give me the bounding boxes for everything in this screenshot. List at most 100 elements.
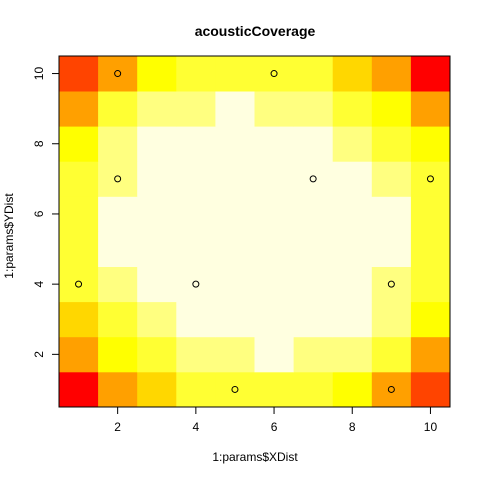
heatmap-cell xyxy=(371,196,412,232)
heatmap-cell xyxy=(371,56,412,92)
heatmap-cell xyxy=(137,161,177,197)
sensor-point xyxy=(426,175,434,183)
heatmap-cell xyxy=(176,196,216,232)
heatmap-cell xyxy=(254,301,294,338)
heatmap-cell xyxy=(254,161,294,197)
x-axis: 2 4 6 8 10 xyxy=(114,406,438,434)
heatmap-cell xyxy=(98,231,138,267)
y-tick-label: 4 xyxy=(32,280,46,287)
heatmap-cell xyxy=(215,56,255,92)
heatmap-cell xyxy=(98,126,138,162)
heatmap-cell xyxy=(293,161,334,197)
heatmap-cell xyxy=(410,371,451,408)
y-tick-label: 2 xyxy=(32,351,46,358)
sensor-point xyxy=(192,280,200,288)
sensor-point xyxy=(75,280,83,288)
heatmap-cell xyxy=(410,56,451,92)
sensor-point xyxy=(270,70,278,78)
chart-title: acousticCoverage xyxy=(195,23,316,39)
heatmap-cells xyxy=(59,56,451,408)
heatmap-cell xyxy=(176,161,216,197)
heatmap-cell xyxy=(215,371,255,408)
y-axis: 2 4 6 8 10 xyxy=(32,67,60,358)
heatmap-cell xyxy=(410,161,451,197)
heatmap-cell xyxy=(254,231,294,267)
heatmap-cell xyxy=(137,266,177,303)
heatmap-cell xyxy=(215,91,255,127)
heatmap-cell xyxy=(254,56,294,92)
heatmap-cell xyxy=(215,196,255,232)
heatmap-cell xyxy=(215,231,255,267)
heatmap-cell xyxy=(59,336,99,373)
heatmap-cell xyxy=(176,336,216,373)
heatmap-cell xyxy=(293,56,334,92)
heatmap-cell xyxy=(59,231,99,267)
x-tick-label: 2 xyxy=(114,420,121,434)
heatmap-cell xyxy=(410,266,451,303)
y-tick-label: 6 xyxy=(32,210,46,217)
heatmap-cell xyxy=(371,91,412,127)
x-tick-label: 8 xyxy=(349,420,356,434)
heatmap-cell xyxy=(293,266,334,303)
heatmap-cell xyxy=(176,56,216,92)
heatmap-cell xyxy=(254,126,294,162)
heatmap-cell xyxy=(176,231,216,267)
heatmap-cell xyxy=(293,301,334,338)
heatmap-cell xyxy=(59,161,99,197)
heatmap-cell xyxy=(59,56,99,92)
heatmap-cell xyxy=(293,371,334,408)
heatmap-cell xyxy=(176,266,216,303)
heatmap-cell xyxy=(215,301,255,338)
heatmap-cell xyxy=(137,371,177,408)
heatmap-cell xyxy=(293,126,334,162)
heatmap-cell xyxy=(410,126,451,162)
heatmap-cell xyxy=(410,336,451,373)
heatmap-cell xyxy=(332,301,373,338)
heatmap-cell xyxy=(332,371,373,408)
heatmap-cell xyxy=(332,161,373,197)
sensor-point xyxy=(231,385,239,393)
heatmap-cell xyxy=(137,231,177,267)
x-tick-label: 10 xyxy=(424,420,438,434)
heatmap-cell xyxy=(254,266,294,303)
heatmap-cell xyxy=(137,301,177,338)
heatmap-cell xyxy=(293,91,334,127)
heatmap-cell xyxy=(410,231,451,267)
heatmap-cell xyxy=(176,301,216,338)
y-axis-label: 1:params$YDist xyxy=(2,193,16,279)
heatmap-cell xyxy=(98,266,138,303)
heatmap-cell xyxy=(254,336,294,373)
heatmap-cell xyxy=(98,301,138,338)
x-tick-label: 6 xyxy=(271,420,278,434)
heatmap-cell xyxy=(332,336,373,373)
heatmap-cell xyxy=(137,56,177,92)
heatmap-cell xyxy=(293,231,334,267)
heatmap-cell xyxy=(410,301,451,338)
heatmap-cell xyxy=(254,371,294,408)
heatmap-cell xyxy=(371,301,412,338)
heatmap-cell xyxy=(293,196,334,232)
heatmap-cell xyxy=(371,126,412,162)
heatmap-cell xyxy=(215,336,255,373)
heatmap-cell xyxy=(371,336,412,373)
sensor-point xyxy=(387,385,395,393)
sensor-points xyxy=(75,70,434,393)
heatmap-cell xyxy=(137,91,177,127)
heatmap-cell xyxy=(215,266,255,303)
heatmap-cell xyxy=(98,56,138,92)
heatmap-cell xyxy=(254,196,294,232)
heatmap-cell xyxy=(59,301,99,338)
heatmap-cell xyxy=(137,196,177,232)
x-tick-label: 4 xyxy=(193,420,200,434)
heatmap-cell xyxy=(410,91,451,127)
sensor-point xyxy=(309,175,317,183)
heatmap-cell xyxy=(371,161,412,197)
heatmap-cell xyxy=(98,196,138,232)
heatmap-cell xyxy=(137,336,177,373)
heatmap-cell xyxy=(332,56,373,92)
heatmap-cell xyxy=(371,371,412,408)
sensor-point xyxy=(114,70,122,78)
heatmap-cell xyxy=(215,126,255,162)
sensor-point xyxy=(387,280,395,288)
